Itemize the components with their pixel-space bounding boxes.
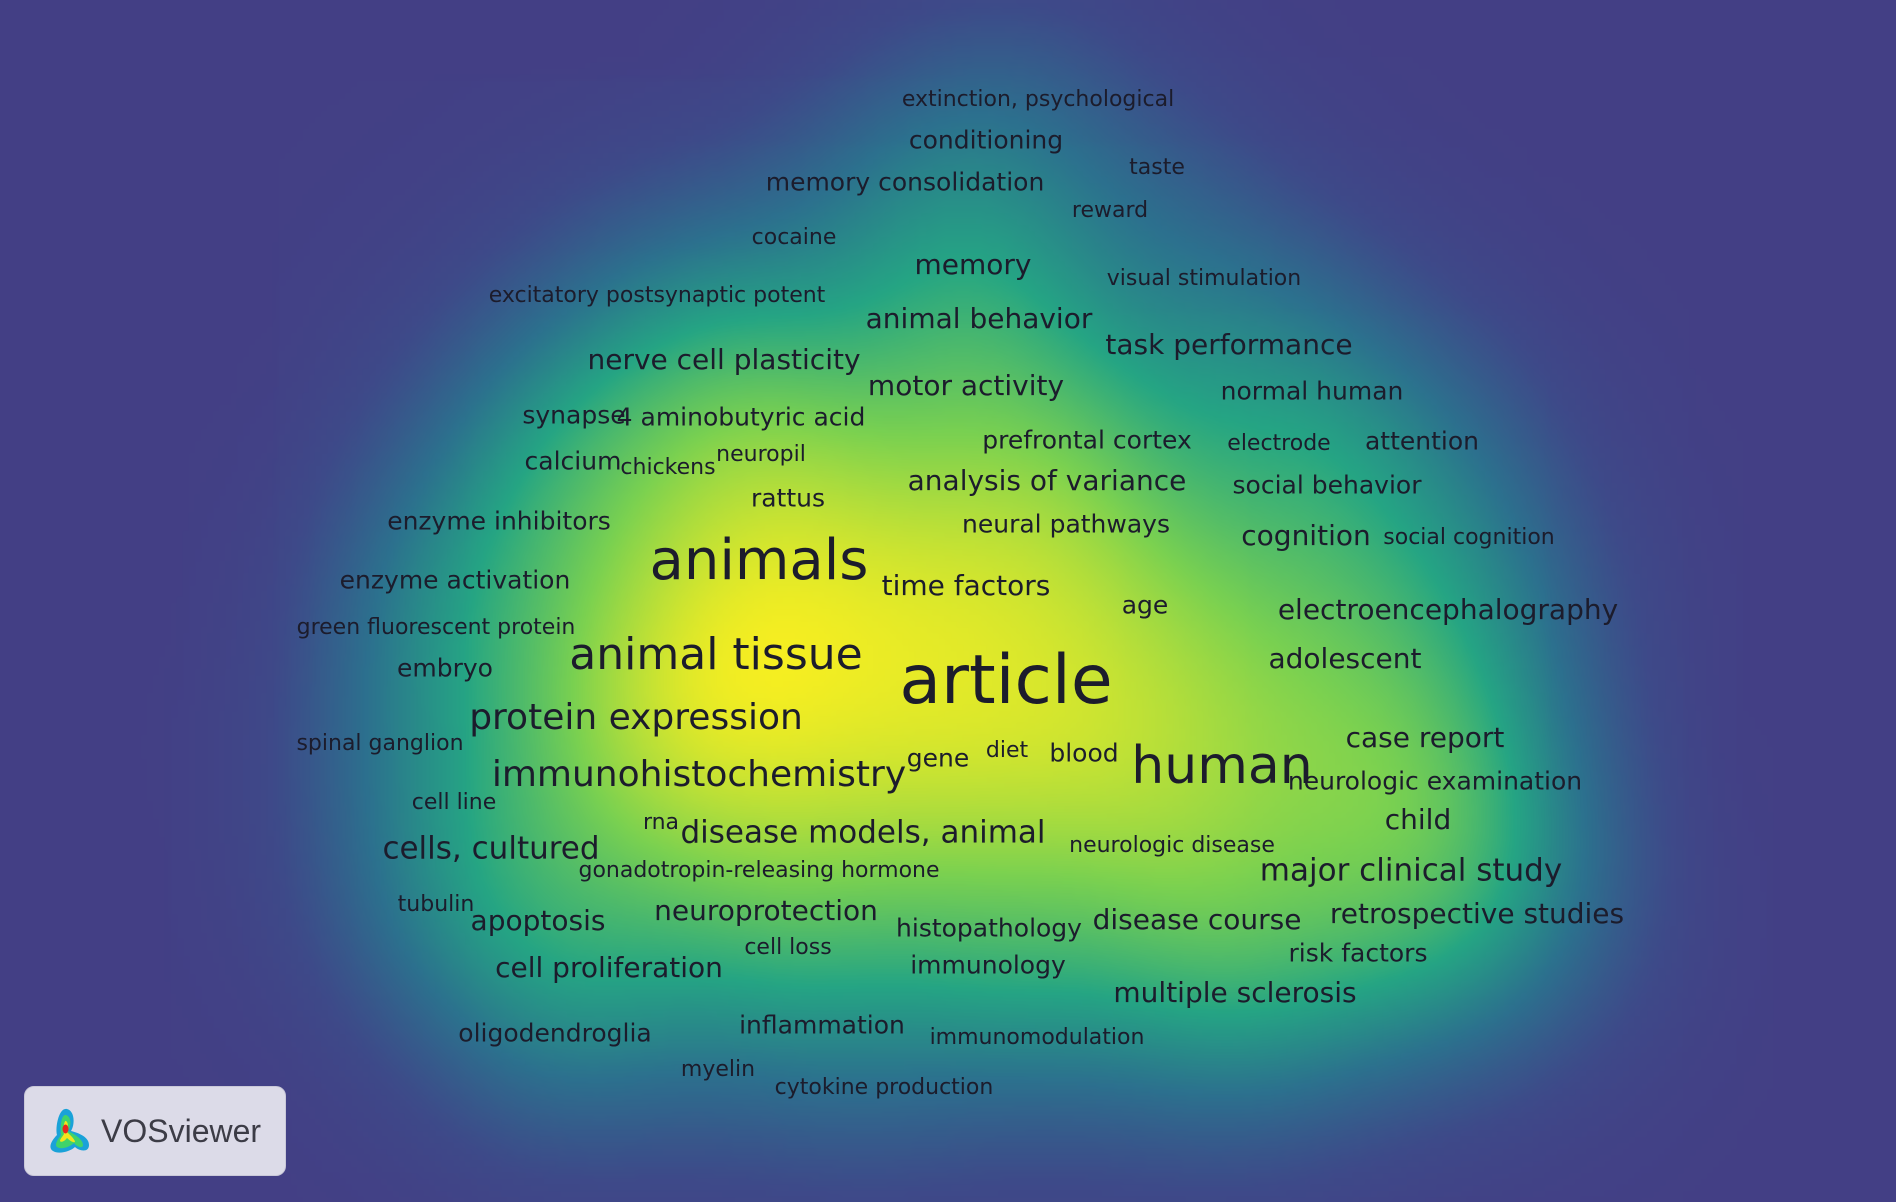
term-label[interactable]: protein expression (469, 697, 803, 738)
term-label[interactable]: immunology (910, 950, 1066, 980)
app-name: VOSviewer (101, 1112, 262, 1149)
term-label[interactable]: 4 aminobutyric acid (616, 402, 866, 432)
term-label[interactable]: cell line (411, 790, 497, 815)
term-label[interactable]: age (1121, 590, 1169, 620)
term-label[interactable]: child (1384, 803, 1452, 836)
term-label[interactable]: cell proliferation (495, 951, 723, 984)
term-label[interactable]: time factors (881, 569, 1051, 602)
term-label[interactable]: extinction, psychological (901, 87, 1175, 112)
term-label[interactable]: normal human (1220, 376, 1404, 406)
term-label[interactable]: major clinical study (1259, 852, 1563, 889)
vosviewer-badge: VOSviewer (24, 1086, 286, 1176)
term-label[interactable]: blood (1049, 738, 1119, 768)
term-label[interactable]: excitatory postsynaptic potent (488, 283, 826, 308)
term-label[interactable]: motor activity (867, 369, 1065, 402)
vosviewer-logo-icon (50, 1108, 89, 1153)
term-label[interactable]: neurologic disease (1069, 833, 1275, 858)
term-label[interactable]: synapse (522, 400, 626, 430)
term-label[interactable]: retrospective studies (1329, 897, 1625, 930)
term-label[interactable]: social cognition (1383, 525, 1555, 550)
term-label[interactable]: attention (1364, 426, 1480, 456)
term-label[interactable]: oligodendroglia (458, 1018, 652, 1048)
term-label[interactable]: animal tissue (569, 629, 863, 680)
term-label[interactable]: disease models, animal (680, 814, 1046, 851)
term-label[interactable]: electroencephalography (1277, 593, 1619, 626)
term-label[interactable]: apoptosis (470, 904, 606, 937)
term-label[interactable]: prefrontal cortex (982, 425, 1192, 455)
term-label[interactable]: multiple sclerosis (1113, 976, 1357, 1009)
term-label[interactable]: cognition (1241, 519, 1371, 552)
term-label[interactable]: cytokine production (774, 1075, 994, 1100)
term-label[interactable]: memory (914, 248, 1032, 281)
term-label[interactable]: animals (649, 528, 869, 593)
term-label[interactable]: inflammation (739, 1010, 905, 1040)
term-label[interactable]: spinal ganglion (296, 731, 464, 756)
term-label[interactable]: visual stimulation (1106, 266, 1302, 291)
term-label[interactable]: nerve cell plasticity (587, 343, 861, 376)
term-label[interactable]: enzyme activation (339, 565, 571, 595)
term-label[interactable]: cells, cultured (382, 830, 600, 867)
term-label[interactable]: task performance (1105, 328, 1353, 361)
term-label[interactable]: neurologic examination (1287, 766, 1583, 796)
term-label[interactable]: cocaine (751, 225, 837, 250)
term-label[interactable]: chickens (620, 455, 716, 480)
term-label[interactable]: gene (906, 743, 970, 773)
term-label[interactable]: taste (1129, 155, 1185, 180)
term-label[interactable]: immunomodulation (929, 1025, 1145, 1050)
term-label[interactable]: disease course (1092, 903, 1302, 936)
term-label[interactable]: memory consolidation (765, 167, 1045, 197)
term-label[interactable]: analysis of variance (907, 464, 1187, 497)
term-label[interactable]: adolescent (1268, 642, 1422, 675)
term-label[interactable]: conditioning (908, 125, 1064, 155)
term-label[interactable]: green fluorescent protein (296, 615, 576, 640)
term-label[interactable]: tubulin (397, 892, 475, 917)
term-label[interactable]: cell loss (744, 935, 832, 960)
term-label[interactable]: gonadotropin-releasing hormone (578, 858, 940, 883)
term-label[interactable]: electrode (1227, 431, 1331, 456)
term-label[interactable]: embryo (397, 653, 493, 683)
term-label[interactable]: enzyme inhibitors (387, 506, 611, 536)
term-label[interactable]: neuroprotection (654, 894, 878, 927)
term-label[interactable]: rattus (750, 483, 826, 513)
term-label[interactable]: case report (1345, 721, 1505, 754)
term-label[interactable]: myelin (680, 1057, 756, 1082)
term-label[interactable]: calcium (524, 446, 622, 476)
term-label[interactable]: animal behavior (865, 302, 1093, 335)
term-label[interactable]: histopathology (896, 913, 1082, 943)
term-label[interactable]: article (899, 641, 1113, 720)
term-label[interactable]: immunohistochemistry (491, 754, 907, 795)
term-label[interactable]: risk factors (1288, 938, 1428, 968)
term-label[interactable]: reward (1071, 198, 1149, 223)
term-label[interactable]: human (1131, 736, 1313, 796)
term-label[interactable]: neuropil (716, 442, 806, 467)
term-label[interactable]: social behavior (1232, 470, 1422, 500)
term-label[interactable]: diet (985, 738, 1029, 763)
term-label[interactable]: rna (642, 810, 680, 835)
term-label[interactable]: neural pathways (962, 509, 1170, 539)
